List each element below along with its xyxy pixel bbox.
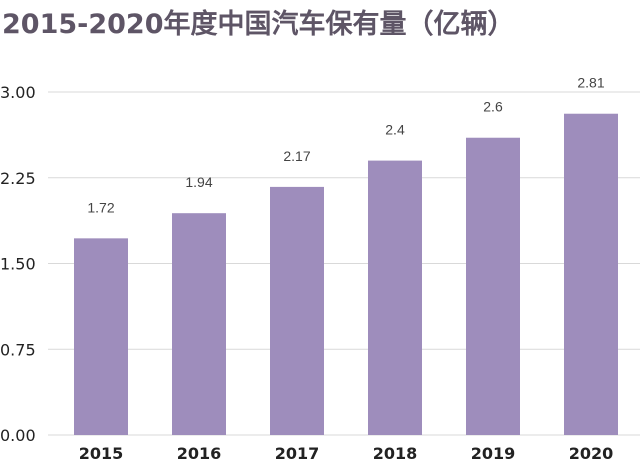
data-label-2019: 2.6 — [483, 99, 503, 115]
x-tick-label-2016: 2016 — [177, 444, 222, 463]
y-tick-label: 1.50 — [0, 255, 36, 274]
chart-title: 2015-2020年度中国汽车保有量（亿辆） — [2, 9, 515, 40]
y-axis-ticks: 0.00 0.75 1.50 2.25 3.00 — [0, 83, 36, 445]
y-tick-label: 0.00 — [0, 426, 36, 445]
bar-2020 — [564, 113, 618, 436]
bar-2019 — [466, 137, 520, 435]
data-label-2017: 2.17 — [283, 148, 310, 164]
data-label-2020: 2.81 — [577, 75, 604, 91]
x-axis-ticks: 2015 2016 2017 2018 2019 2020 — [79, 444, 614, 463]
y-tick-label: 2.25 — [0, 169, 36, 188]
x-tick-label-2019: 2019 — [471, 444, 516, 463]
gridlines — [48, 91, 640, 436]
x-tick-label-2018: 2018 — [373, 444, 418, 463]
y-tick-label: 0.75 — [0, 340, 36, 359]
bars — [74, 113, 618, 436]
x-tick-label-2015: 2015 — [79, 444, 124, 463]
data-label-2016: 1.94 — [185, 174, 212, 190]
data-label-2018: 2.4 — [385, 122, 405, 138]
bar-2016 — [172, 213, 226, 435]
bar-2018 — [368, 160, 422, 435]
y-tick-label: 3.00 — [0, 83, 36, 102]
bar-2015 — [74, 238, 128, 435]
bar-2017 — [270, 186, 324, 435]
x-tick-label-2020: 2020 — [569, 444, 614, 463]
x-tick-label-2017: 2017 — [275, 444, 320, 463]
data-labels: 1.72 1.94 2.17 2.4 2.6 2.81 — [87, 75, 604, 216]
data-label-2015: 1.72 — [87, 199, 114, 215]
